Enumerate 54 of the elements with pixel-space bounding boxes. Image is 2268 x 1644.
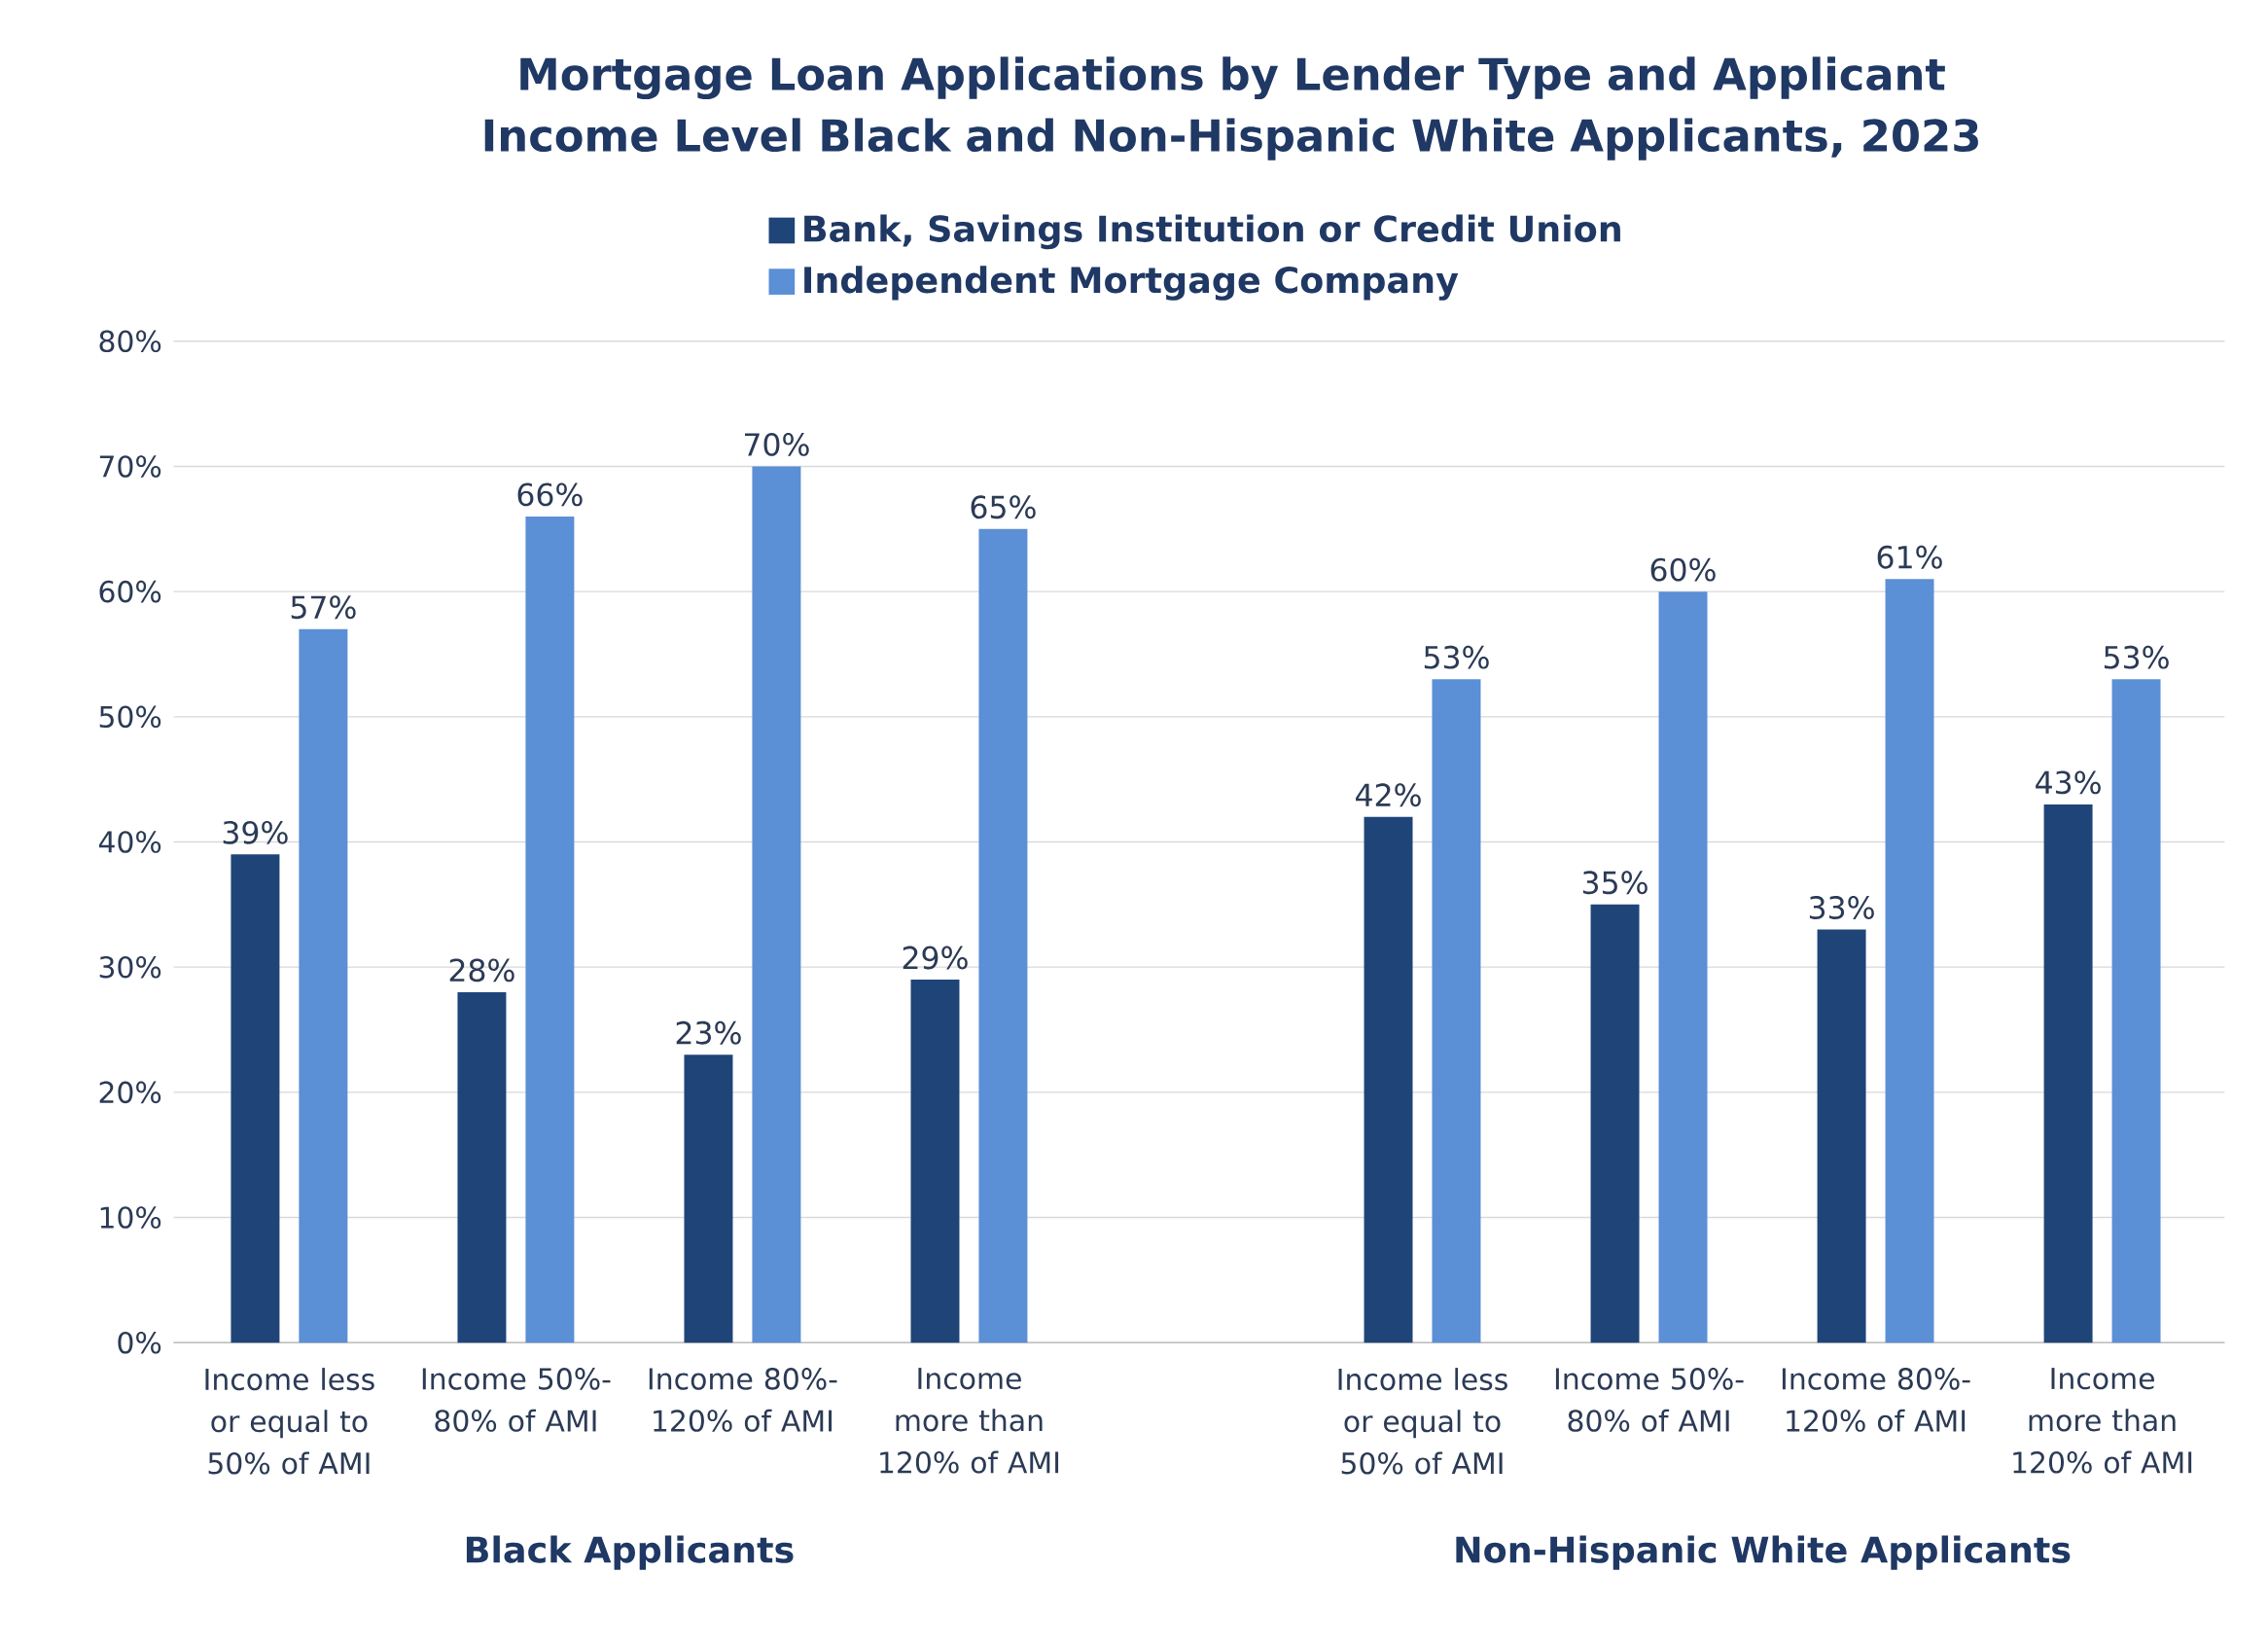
y-tick-label: 10% (100, 1206, 161, 1229)
bar (1885, 579, 1934, 1343)
bar (299, 628, 348, 1343)
y-tick-label: 70% (99, 455, 161, 478)
chart-title: Mortgage Loan Applications by Lender Type and Applicant Income Level Black and Non-Hispanic White Applicants, 2023 (484, 56, 1978, 161)
x-tick-label: Income less or equal to 50% of AMI (1338, 1368, 1507, 1475)
data-label: 66% (517, 482, 583, 507)
legend-label: Bank, Savings Institution or Credit Union (804, 214, 1620, 250)
data-label: 61% (1877, 545, 1942, 569)
data-label: 65% (971, 495, 1036, 519)
x-tick-label: Income 80%-120% of AMI (649, 1368, 837, 1432)
y-tick-label: 80% (99, 330, 161, 353)
y-tick-label: 20% (99, 1081, 161, 1104)
data-label: 60% (1650, 557, 1716, 582)
bar (1432, 679, 1481, 1343)
bar (1817, 929, 1866, 1343)
data-label: 57% (291, 595, 356, 620)
bar (752, 466, 801, 1343)
data-label: 42% (1356, 783, 1421, 807)
bar (1658, 591, 1708, 1343)
text: Non-Hispanic White Applicants (1456, 1535, 2071, 1570)
data-label: 29% (903, 946, 968, 970)
bar (230, 854, 280, 1343)
x-tick-label: Income 50%-80% of AMI (422, 1368, 611, 1432)
text: Black Applicants (466, 1535, 794, 1570)
bar (910, 980, 960, 1343)
x-tick-label: Income 50%-80% of AMI (1555, 1368, 1744, 1432)
bar (1590, 904, 1640, 1343)
y-tick-label: 50% (99, 705, 161, 729)
bar (2043, 804, 2093, 1343)
data-label: 43% (2036, 770, 2101, 795)
data-label: 53% (1424, 645, 1489, 669)
data-label: 35% (1582, 871, 1648, 895)
y-tick-label: 60% (99, 580, 161, 603)
x-tick-label: Income 80%-120% of AMI (1782, 1368, 1970, 1432)
legend-label: Independent Mortgage Company (804, 266, 1459, 301)
y-tick-label: 0% (118, 1331, 161, 1354)
data-label: 33% (1809, 896, 1874, 919)
bar (457, 991, 507, 1343)
data-label: 70% (744, 432, 809, 456)
data-label: 28% (449, 958, 514, 983)
x-tick-label: Income less or equal to 50% of AMI (205, 1368, 374, 1475)
bar (684, 1054, 733, 1343)
bar (978, 528, 1028, 1343)
bar (2111, 679, 2161, 1343)
data-label: 39% (223, 820, 288, 844)
data-label: 23% (676, 1020, 741, 1045)
bar (525, 516, 575, 1343)
x-tick-label: Income more than 120% of AMI (880, 1368, 1059, 1474)
bar (1364, 816, 1413, 1343)
x-tick-label: Income more than 120% of AMI (2013, 1368, 2192, 1474)
data-label: 53% (2104, 645, 2169, 669)
y-tick-label: 40% (98, 831, 161, 853)
y-tick-label: 30% (99, 955, 161, 979)
